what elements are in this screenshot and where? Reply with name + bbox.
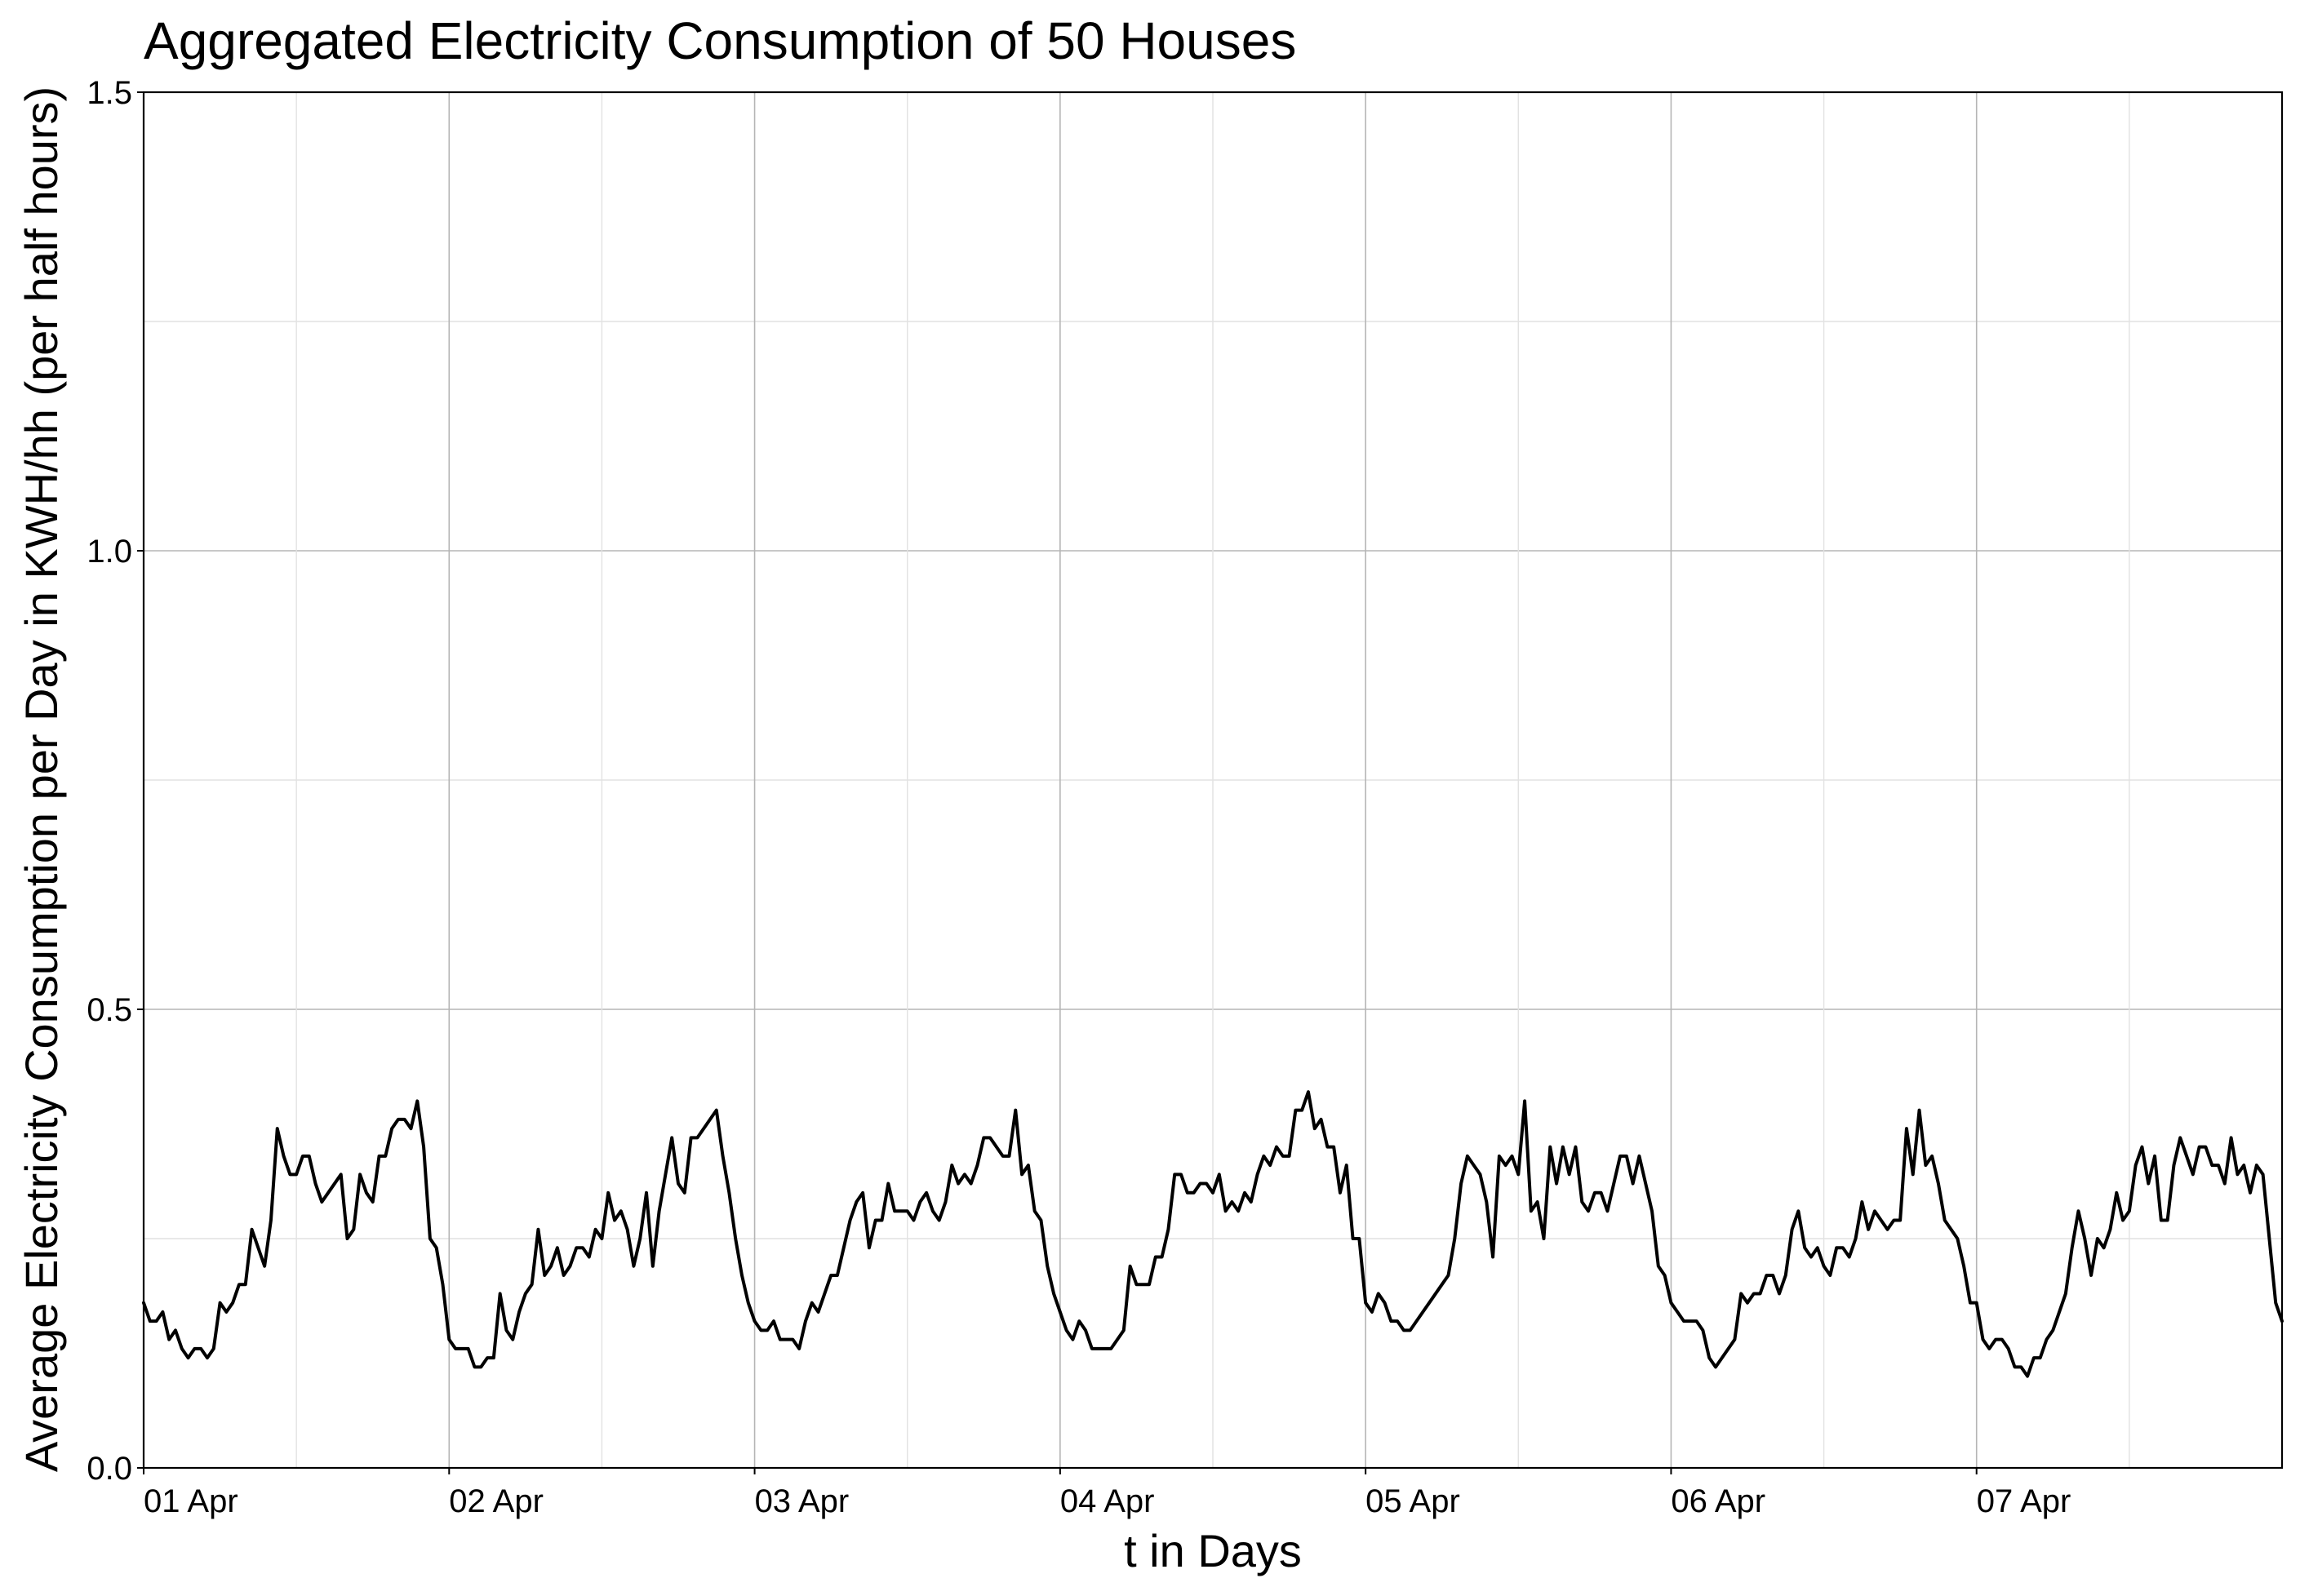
y-tick-label: 0.5 (87, 992, 132, 1028)
x-tick-layer: 01 Apr 02 Apr 03 Apr 04 Apr 05 Apr 06 Apr 07 A… (143, 1468, 2071, 1519)
x-tick-label: 07 Apr (1977, 1483, 2071, 1519)
x-axis-label: t in Days (1124, 1525, 1302, 1576)
series-line (142, 1090, 2284, 1378)
series-layer (142, 1090, 2284, 1378)
x-tick-label: 06 Apr (1671, 1483, 1765, 1519)
plot-frame (142, 91, 2284, 1470)
y-tick-label: 1.5 (87, 75, 132, 111)
chart-title: Aggregated Electricity Consumption of 50… (144, 11, 1296, 70)
grid-layer (143, 91, 2282, 1469)
y-tick-label: 1.0 (87, 534, 132, 570)
x-tick-label: 05 Apr (1365, 1483, 1460, 1519)
y-tick-layer: 0.0 0.5 1.0 1.5 (87, 75, 144, 1487)
x-tick-label: 02 Apr (449, 1483, 544, 1519)
x-tick-label: 04 Apr (1060, 1483, 1155, 1519)
x-tick-label: 03 Apr (755, 1483, 850, 1519)
y-axis-label: Average Electricity Consumption per Day … (16, 86, 67, 1472)
x-tick-label: 01 Apr (144, 1483, 238, 1519)
y-tick-label: 0.0 (87, 1451, 132, 1487)
